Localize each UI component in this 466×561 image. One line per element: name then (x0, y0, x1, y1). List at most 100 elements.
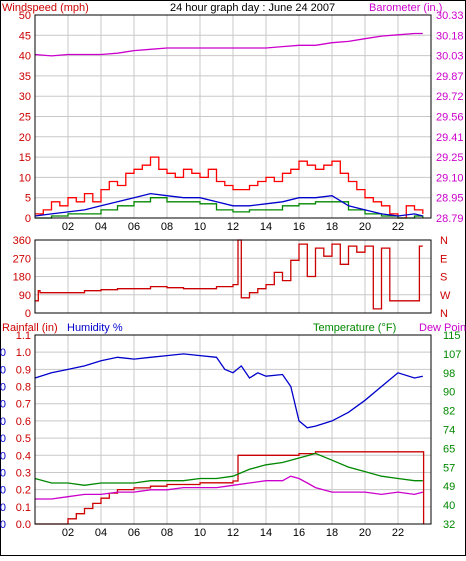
windspeed-tick-label: 15 (19, 152, 31, 164)
windspeed-tick-label: 45 (19, 30, 31, 42)
rainfall-tick-label: 0.1 (16, 502, 31, 514)
climate-panel-x-tick-label: 02 (62, 527, 74, 539)
climate-panel-x-tick-label: 20 (359, 527, 371, 539)
humidity-tick-label: 70 (0, 399, 6, 411)
humidity-tick-label: 50 (0, 433, 6, 445)
temperature-tick-label: 65 (443, 443, 455, 455)
humidity-tick-label: 20 (0, 485, 6, 497)
rainfall-tick-label: 0.2 (16, 485, 31, 497)
humidity-tick-label: 40 (0, 450, 6, 462)
rainfall-tick-label: 0.3 (16, 467, 31, 479)
humidity-axis-title: Humidity % (67, 322, 123, 334)
temperature-tick-label: 107 (443, 349, 461, 361)
wind-panel-x-tick-label: 20 (359, 221, 371, 233)
barometer-tick-label: 29.25 (436, 152, 464, 164)
direction-degree-tick-label: 0 (25, 308, 31, 320)
windspeed-axis-title: Windspeed (mph) (2, 2, 89, 14)
humidity-tick-label: 90 (0, 364, 6, 376)
direction-series-line (35, 239, 423, 310)
rainfall-series-line (35, 451, 425, 525)
windspeed-tick-label: 20 (19, 132, 31, 144)
temperature-tick-label: 32 (443, 519, 455, 531)
rainfall-tick-label: 0.5 (16, 433, 31, 445)
windspeed-tick-label: 50 (19, 10, 31, 22)
direction-compass-tick-label: E (440, 253, 447, 265)
barometer-tick-label: 29.87 (436, 71, 464, 83)
barometer-tick-label: 28.79 (436, 213, 464, 225)
temperature-tick-label: 90 (443, 387, 455, 399)
wind-panel-x-tick-label: 22 (392, 221, 404, 233)
climate-panel-frame (34, 334, 432, 525)
barometer-tick-label: 29.72 (436, 91, 464, 103)
dew-point-series-line (35, 475, 423, 500)
temperature-tick-label: 74 (443, 425, 455, 437)
wind-panel-x-tick-label: 12 (227, 221, 239, 233)
temperature-tick-label: 40 (443, 500, 455, 512)
wind-panel-x-tick-label: 04 (95, 221, 107, 233)
humidity-tick-label: 100 (0, 347, 6, 359)
windspeed-tick-label: 10 (19, 172, 31, 184)
series-layer (34, 32, 425, 525)
windspeed-tick-label: 5 (25, 193, 31, 205)
climate-panel-x-tick-label: 08 (161, 527, 173, 539)
windspeed-tick-label: 25 (19, 112, 31, 124)
humidity-series-line (34, 353, 423, 429)
chart-title: 24 hour graph day : June 24 2007 (170, 2, 335, 14)
direction-compass-tick-label: N (440, 235, 448, 247)
windspeed-tick-label: 30 (19, 91, 31, 103)
direction-degree-tick-label: 360 (13, 235, 31, 247)
temperature-tick-label: 98 (443, 368, 455, 380)
climate-panel-x-tick-label: 10 (194, 527, 206, 539)
barometer-axis-title: Barometer (in.) (369, 2, 442, 14)
humidity-tick-label: 10 (0, 502, 6, 514)
wind-panel-x-tick-label: 06 (128, 221, 140, 233)
temperature-tick-label: 57 (443, 462, 455, 474)
frame-layer (34, 14, 432, 525)
rainfall-tick-label: 0.6 (16, 416, 31, 428)
temperature-tick-label: 115 (443, 330, 461, 342)
wind-panel-x-tick-label: 18 (326, 221, 338, 233)
barometer-tick-label: 28.95 (436, 193, 464, 205)
climate-panel-x-tick-label: 14 (260, 527, 272, 539)
climate-panel-x-tick-label: 06 (128, 527, 140, 539)
direction-compass-tick-label: W (440, 290, 451, 302)
wind-panel-frame (34, 14, 432, 219)
wind-panel-x-tick-label: 16 (293, 221, 305, 233)
rainfall-tick-label: 1.0 (16, 347, 31, 359)
barometer-series-line (34, 32, 423, 57)
wind-series-3-line (35, 197, 424, 219)
wind-panel-x-tick-label: 02 (62, 221, 74, 233)
climate-panel-x-tick-label: 12 (227, 527, 239, 539)
windspeed-tick-label: 35 (19, 71, 31, 83)
rainfall-tick-label: 0.4 (16, 450, 31, 462)
direction-degree-tick-label: 180 (13, 272, 31, 284)
rainfall-axis-title: Rainfall (in) (2, 322, 58, 334)
windspeed-tick-label: 0 (25, 213, 31, 225)
dew-point-axis-title: Dew Point (419, 322, 466, 334)
barometer-tick-label: 30.18 (436, 30, 464, 42)
average-wind-series-line (34, 192, 423, 217)
wind-panel-x-tick-label: 14 (260, 221, 272, 233)
climate-panel-x-tick-label: 04 (95, 527, 107, 539)
direction-compass-tick-label: S (440, 272, 447, 284)
direction-degree-tick-label: 90 (19, 290, 31, 302)
rainfall-tick-label: 1.1 (16, 330, 31, 342)
rainfall-tick-label: 0.0 (16, 519, 31, 531)
text-layer: Windspeed (mph) 24 hour graph day : June… (0, 2, 466, 539)
grid-layer (35, 15, 431, 524)
gust-series-line (35, 156, 424, 219)
rainfall-tick-label: 0.7 (16, 399, 31, 411)
direction-compass-tick-label: N (440, 308, 448, 320)
temperature-series-line (34, 452, 423, 486)
wind-panel-x-tick-label: 08 (161, 221, 173, 233)
windspeed-tick-label: 40 (19, 51, 31, 63)
rainfall-tick-label: 0.9 (16, 364, 31, 376)
temperature-tick-label: 49 (443, 481, 455, 493)
climate-panel-x-tick-label: 22 (392, 527, 404, 539)
barometer-tick-label: 30.03 (436, 51, 464, 63)
humidity-tick-label: 0 (0, 519, 6, 531)
temperature-tick-label: 82 (443, 406, 455, 418)
barometer-tick-label: 29.56 (436, 112, 464, 124)
